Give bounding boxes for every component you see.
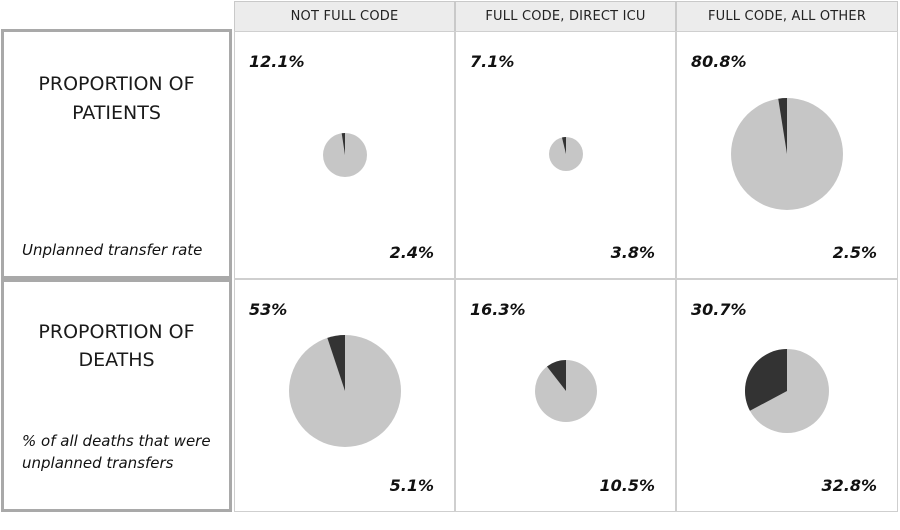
size-label: 12.1% — [249, 52, 305, 71]
pie-cell-deaths-not-full-code: 53% 5.1% — [234, 279, 455, 512]
row-title-line2: DEATHS — [78, 349, 155, 371]
pie-chart — [323, 133, 367, 177]
row-title-line1: PROPORTION OF — [38, 321, 195, 343]
slice-label: 2.5% — [832, 243, 877, 262]
size-label: 16.3% — [470, 300, 526, 319]
size-label: 80.8% — [691, 52, 747, 71]
slice-label: 3.8% — [610, 243, 655, 262]
pie-cell-patients-full-code-all-other: 80.8% 2.5% — [676, 31, 898, 279]
slice-label: 32.8% — [821, 476, 877, 495]
row-title-line1: PROPORTION OF — [38, 73, 195, 95]
pie-chart — [744, 349, 829, 433]
row-note-line1: % of all deaths that were — [22, 432, 211, 450]
size-label: 7.1% — [470, 52, 515, 71]
pie-chart — [535, 360, 597, 422]
size-label: 53% — [249, 300, 288, 319]
pie-cell-patients-not-full-code: 12.1% 2.4% — [234, 31, 455, 279]
row-label-deaths: PROPORTION OF DEATHS % of all deaths tha… — [1, 279, 232, 512]
column-header-full-code-all-other: FULL CODE, ALL OTHER — [676, 1, 898, 32]
row-title-line2: PATIENTS — [72, 102, 161, 124]
pie-highlight-slice — [778, 98, 787, 154]
pie-cell-deaths-full-code-direct-icu: 16.3% 10.5% — [455, 279, 676, 512]
row-label-patients: PROPORTION OF PATIENTS Unplanned transfe… — [1, 29, 232, 279]
pie-cell-deaths-full-code-all-other: 30.7% 32.8% — [676, 279, 898, 512]
pie-cell-patients-full-code-direct-icu: 7.1% 3.8% — [455, 31, 676, 279]
slice-label: 10.5% — [599, 476, 655, 495]
row-note-line2: unplanned transfers — [22, 454, 174, 472]
size-label: 30.7% — [691, 300, 747, 319]
pie-highlight-slice — [561, 137, 566, 154]
pie-highlight-slice — [341, 133, 345, 155]
pie-highlight-slice — [547, 360, 566, 391]
slice-label: 2.4% — [389, 243, 434, 262]
pie-chart — [289, 335, 401, 447]
pie-highlight-slice — [327, 335, 345, 391]
pie-highlight-slice — [744, 349, 787, 411]
column-header-not-full-code: NOT FULL CODE — [234, 1, 455, 32]
column-header-full-code-direct-icu: FULL CODE, DIRECT ICU — [455, 1, 676, 32]
row-note-line1: Unplanned transfer rate — [22, 241, 203, 259]
slice-label: 5.1% — [389, 476, 434, 495]
pie-chart — [549, 137, 583, 171]
pie-chart — [731, 98, 843, 210]
